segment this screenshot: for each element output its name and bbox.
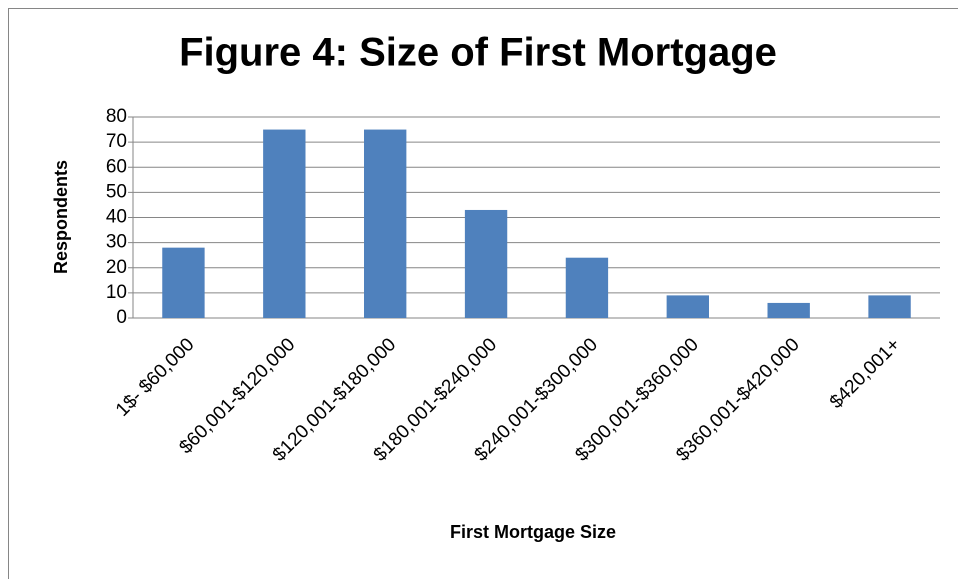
y-tick-label: 50 (106, 181, 127, 202)
x-axis-title: First Mortgage Size (450, 522, 616, 542)
bar (364, 129, 407, 318)
y-tick-label: 40 (106, 207, 127, 228)
bar (767, 302, 810, 318)
y-tick-label: 20 (106, 257, 127, 278)
y-tick-label: 70 (106, 131, 127, 152)
y-tick-label: 60 (106, 156, 127, 177)
chart-title: Figure 4: Size of First Mortgage (179, 31, 777, 75)
bar (162, 247, 205, 318)
y-tick-label: 30 (106, 232, 127, 253)
y-tick-label: 0 (116, 307, 127, 328)
bar (868, 295, 911, 318)
bar (263, 129, 306, 318)
bar (666, 295, 709, 318)
y-axis-title: Respondents (51, 160, 71, 274)
bar (464, 209, 508, 318)
bar (565, 257, 609, 318)
y-tick-label: 80 (106, 106, 127, 127)
y-tick-label: 10 (106, 282, 127, 303)
